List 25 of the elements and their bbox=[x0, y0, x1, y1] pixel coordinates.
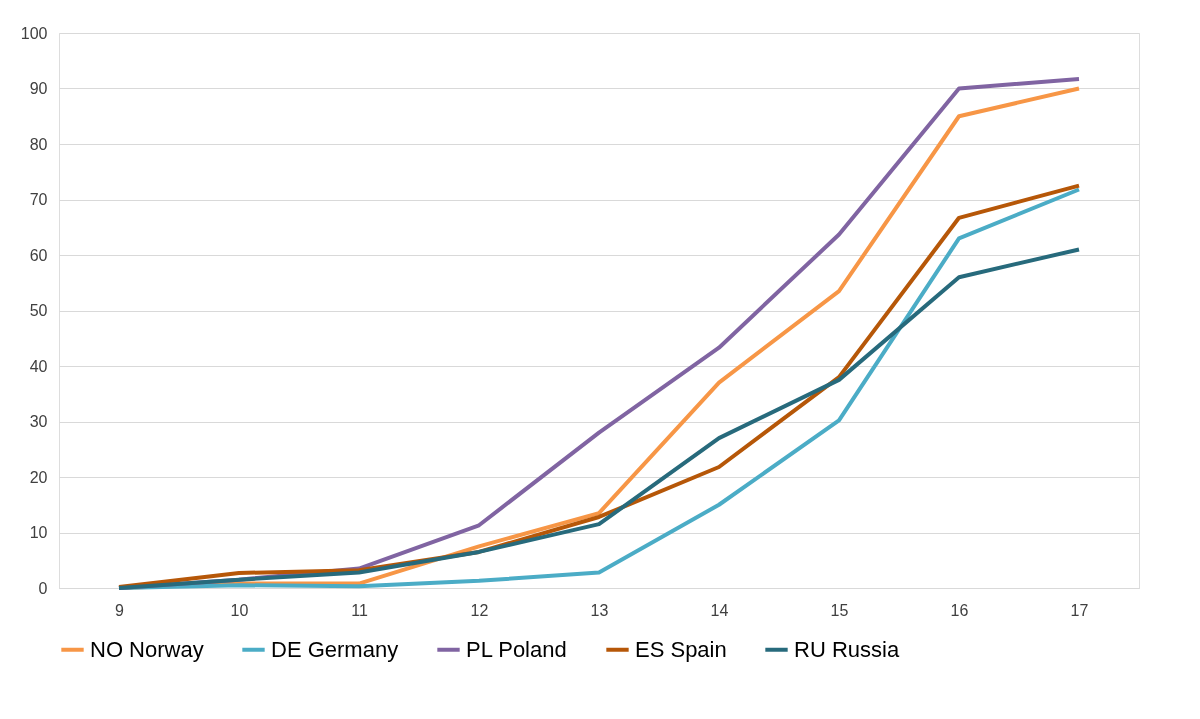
legend-label: NO Norway bbox=[90, 636, 204, 662]
x-tick-label: 10 bbox=[230, 601, 249, 619]
y-tick-label: 70 bbox=[29, 191, 48, 208]
y-tick-label: 90 bbox=[29, 80, 48, 97]
legend-label: PL Poland bbox=[466, 636, 567, 662]
x-tick-label: 11 bbox=[351, 601, 368, 619]
x-tick-label: 12 bbox=[470, 601, 489, 619]
y-tick-label: 100 bbox=[20, 24, 48, 42]
y-tick-label: 30 bbox=[29, 413, 48, 430]
x-tick-label: 15 bbox=[830, 601, 849, 619]
y-tick-label: 40 bbox=[29, 357, 48, 375]
y-tick-label: 80 bbox=[29, 135, 48, 153]
y-tick-label: 60 bbox=[29, 246, 48, 264]
legend-label: DE Germany bbox=[271, 636, 399, 662]
y-tick-label: 0 bbox=[38, 579, 48, 597]
y-tick-label: 50 bbox=[29, 302, 48, 319]
x-tick-label: 9 bbox=[115, 601, 125, 619]
y-tick-label: 20 bbox=[29, 468, 48, 486]
x-tick-label: 14 bbox=[710, 601, 729, 619]
x-tick-label: 16 bbox=[950, 601, 969, 619]
y-tick-label: 10 bbox=[29, 524, 48, 541]
x-tick-label: 13 bbox=[590, 601, 609, 619]
legend-label: ES Spain bbox=[635, 636, 727, 662]
x-tick-label: 17 bbox=[1070, 601, 1089, 619]
legend-label: RU Russia bbox=[794, 636, 900, 662]
